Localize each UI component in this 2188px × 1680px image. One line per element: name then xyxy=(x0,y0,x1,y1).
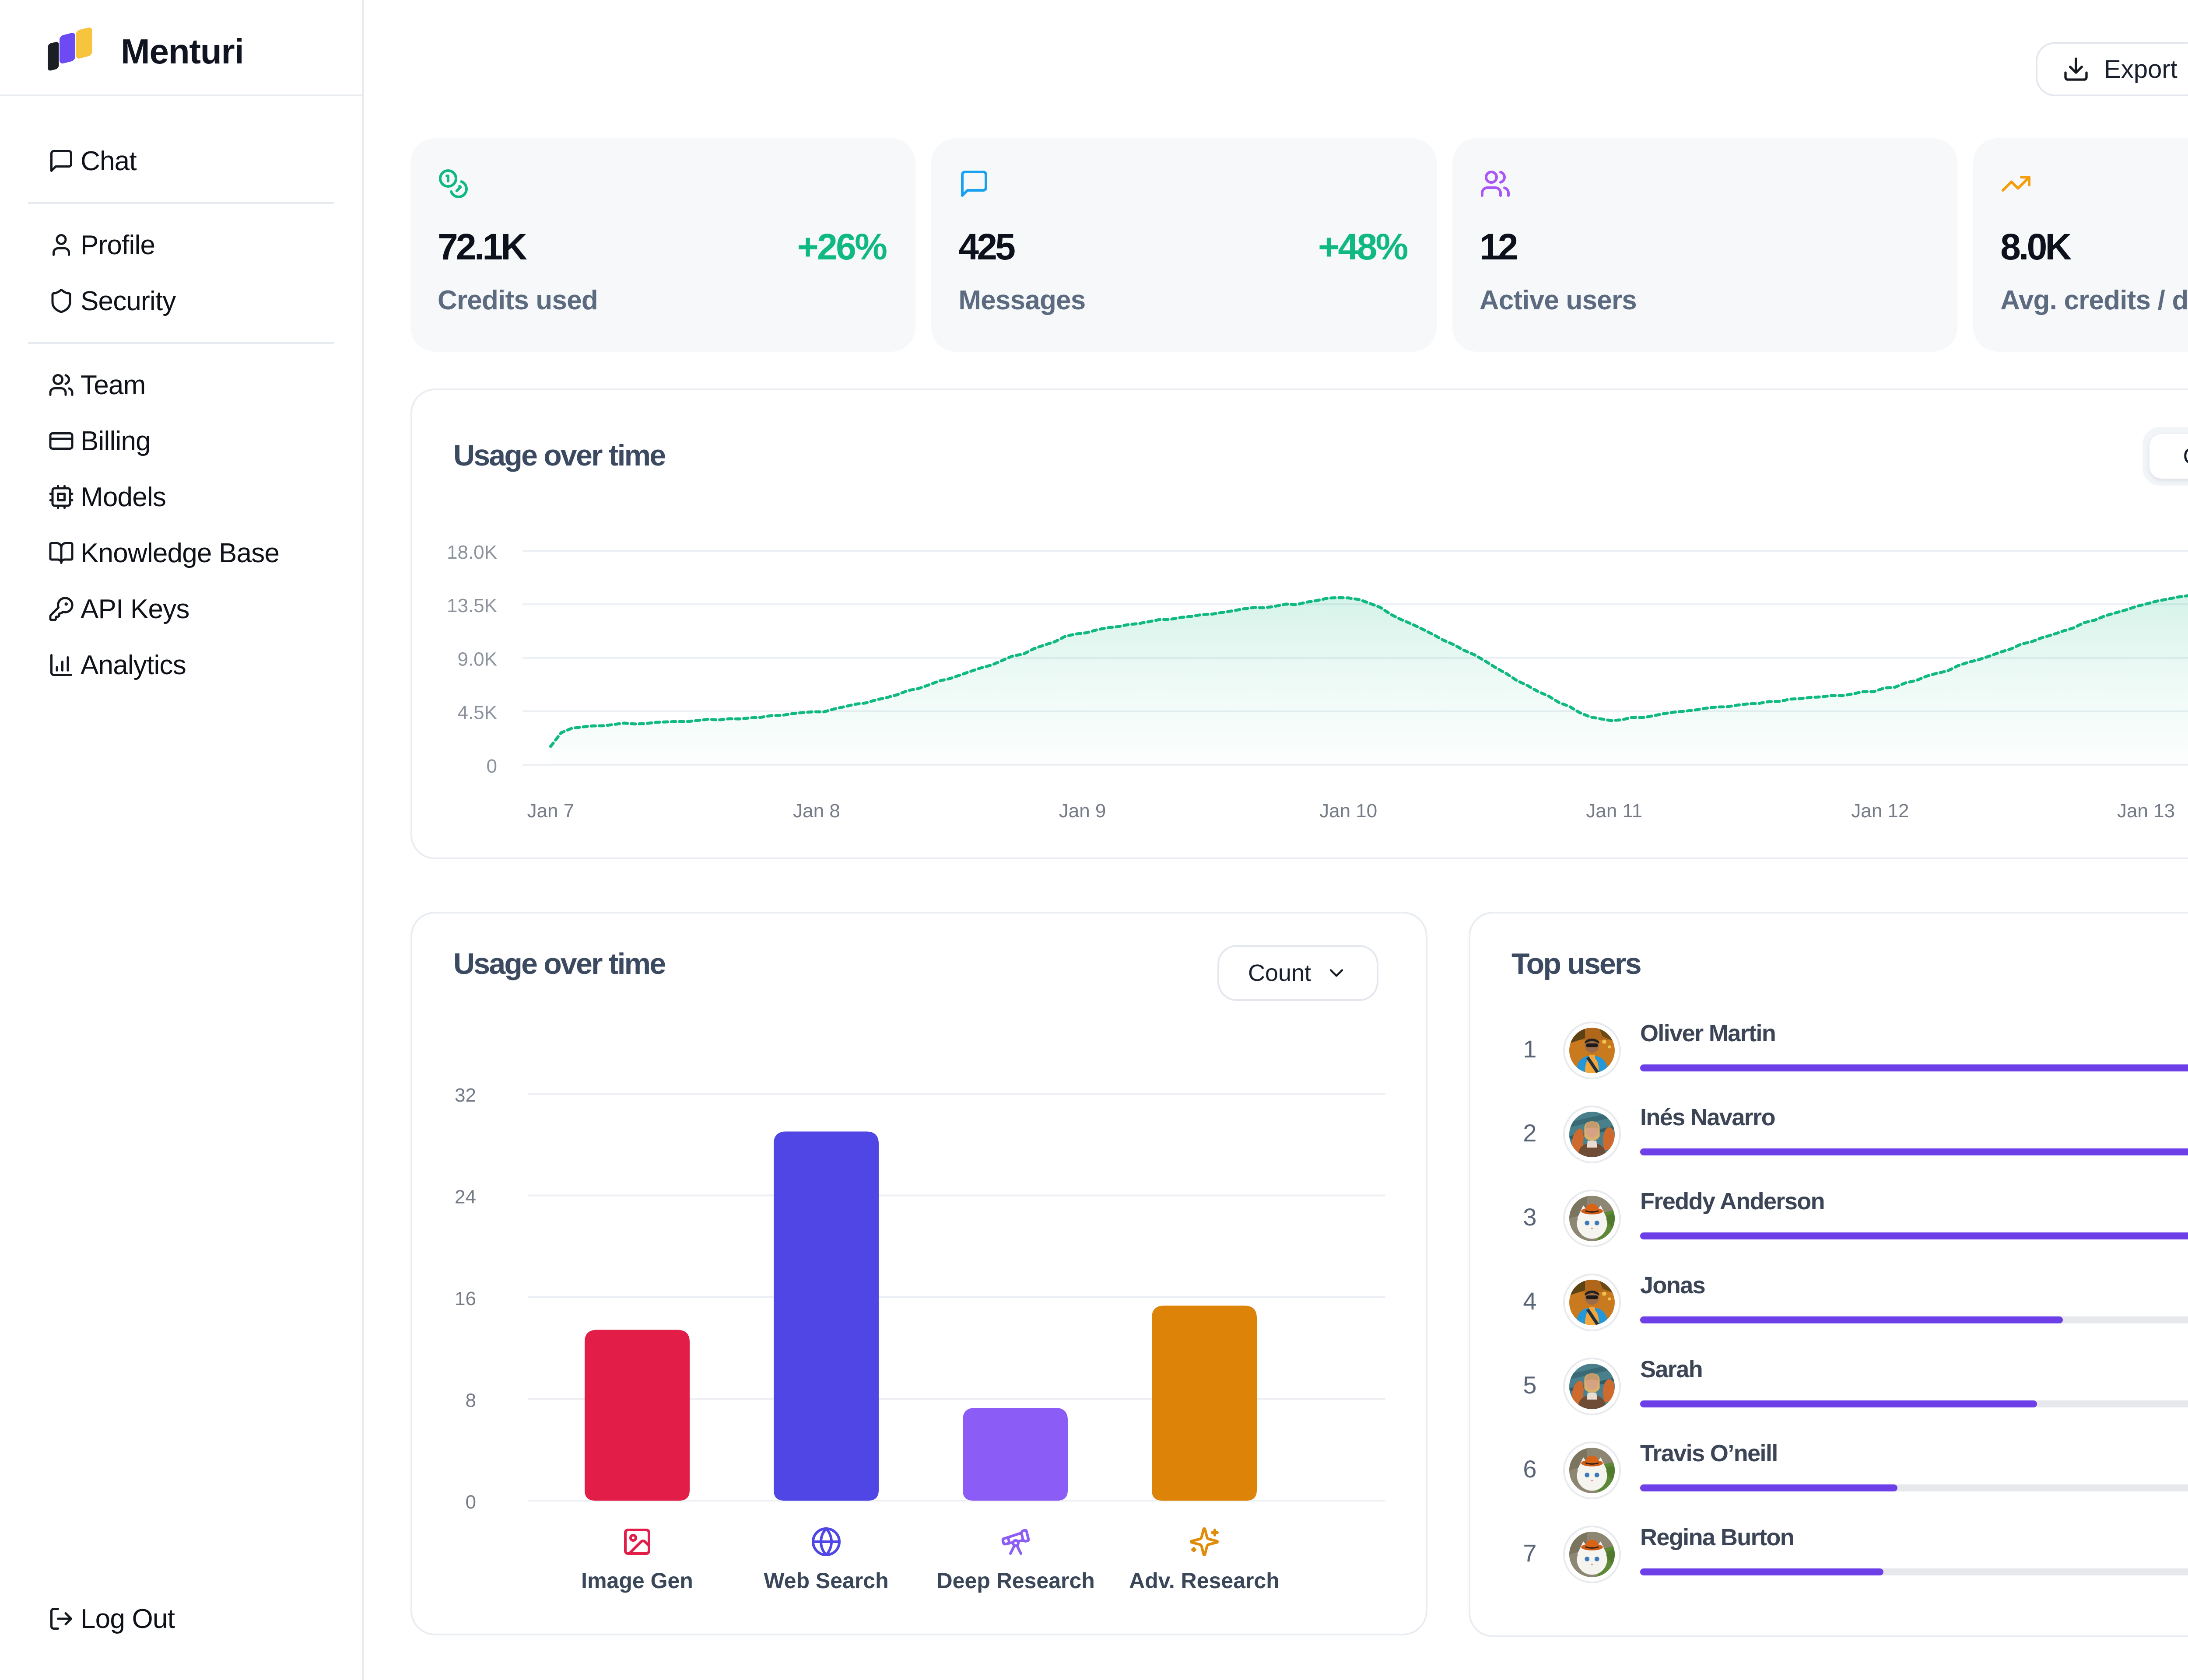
svg-text:16: 16 xyxy=(455,1288,476,1309)
svg-text:0: 0 xyxy=(466,1491,476,1513)
svg-text:0: 0 xyxy=(487,756,497,777)
svg-text:Jan 10: Jan 10 xyxy=(1319,800,1377,822)
svg-text:4.5K: 4.5K xyxy=(457,702,497,724)
svg-text:Jan 13: Jan 13 xyxy=(2117,800,2175,822)
svg-text:13.5K: 13.5K xyxy=(447,595,497,616)
svg-text:24: 24 xyxy=(455,1186,476,1208)
svg-text:Jan 12: Jan 12 xyxy=(1851,800,1909,822)
svg-text:9.0K: 9.0K xyxy=(457,649,497,670)
svg-text:8: 8 xyxy=(466,1390,476,1411)
svg-text:Jan 9: Jan 9 xyxy=(1059,800,1106,822)
svg-text:18.0K: 18.0K xyxy=(447,542,497,563)
svg-text:Jan 11: Jan 11 xyxy=(1586,800,1642,822)
svg-text:32: 32 xyxy=(455,1085,476,1106)
svg-text:Jan 7: Jan 7 xyxy=(527,800,575,822)
svg-text:Jan 8: Jan 8 xyxy=(793,800,840,822)
